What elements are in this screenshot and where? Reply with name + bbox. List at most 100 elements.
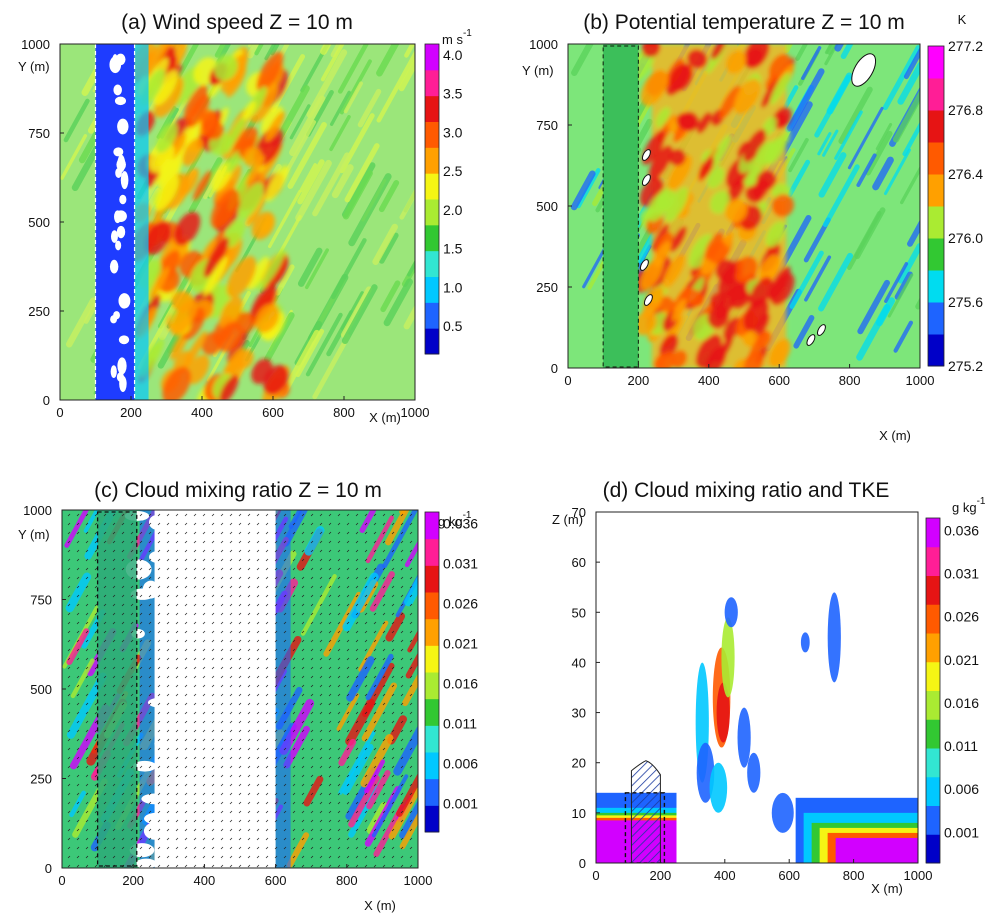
wind-vector [310, 531, 314, 535]
streak [892, 89, 920, 143]
streak [903, 46, 920, 80]
wind-vector [382, 549, 386, 553]
wind-vector [85, 666, 89, 670]
wind-vector [346, 702, 350, 706]
wind-vector [256, 594, 260, 598]
wind-vector [76, 513, 80, 517]
wind-vector [130, 558, 134, 562]
white-patch [641, 149, 651, 161]
wind-vector [283, 522, 287, 526]
wind-vector [139, 567, 143, 571]
wind-vector [364, 684, 368, 688]
wind-vector [193, 774, 197, 778]
wind-vector [283, 774, 287, 778]
wind-vector [166, 675, 170, 679]
wind-vector [85, 630, 89, 634]
wind-vector [256, 720, 260, 724]
wind-vector [121, 612, 125, 616]
wind-vector [202, 540, 206, 544]
white-patch [109, 56, 122, 74]
wind-vector [292, 792, 296, 796]
wind-vector [229, 603, 233, 607]
colorbar-swatch [425, 805, 439, 833]
wind-vector [274, 819, 278, 823]
wind-vector [391, 630, 395, 634]
wind-vector [85, 693, 89, 697]
wind-vector [121, 801, 125, 805]
wind-vector [319, 666, 323, 670]
wind-vector [382, 684, 386, 688]
wind-vector [148, 612, 152, 616]
wind-vector [229, 729, 233, 733]
wind-vector [112, 594, 116, 598]
blob [707, 241, 728, 264]
y-tick-label: 20 [572, 756, 586, 771]
wind-vector [256, 648, 260, 652]
wind-vector [373, 783, 377, 787]
streak [64, 510, 90, 548]
wind-vector [292, 567, 296, 571]
wind-vector [400, 540, 404, 544]
wind-vector [319, 513, 323, 517]
wind-vector [76, 576, 80, 580]
wind-vector [310, 639, 314, 643]
wind-vector [121, 846, 125, 850]
wind-vector [346, 603, 350, 607]
wind-vector [112, 558, 116, 562]
wind-vector [157, 531, 161, 535]
blob [217, 321, 243, 352]
wind-vector [229, 594, 233, 598]
streak [405, 652, 418, 679]
wind-vector [409, 720, 413, 724]
wind-vector [103, 747, 107, 751]
wind-vector [220, 603, 224, 607]
wind-vector [391, 864, 395, 868]
streak [587, 258, 607, 290]
colorbar-frame [925, 517, 941, 864]
streak [366, 802, 389, 835]
wind-vector [157, 576, 161, 580]
building-hatch [630, 760, 661, 863]
streak [289, 95, 326, 157]
wind-vector [247, 585, 251, 589]
clear-edge-patch [149, 551, 166, 563]
wind-vector [337, 585, 341, 589]
streak [338, 730, 376, 795]
wind-vector [274, 792, 278, 796]
wind-vector [328, 792, 332, 796]
wind-vector [166, 666, 170, 670]
blob [162, 366, 191, 400]
streak [342, 743, 374, 795]
wind-vector [274, 531, 278, 535]
blob [210, 188, 240, 229]
wind-vector [265, 693, 269, 697]
wind-vector [175, 576, 179, 580]
wind-vector [121, 702, 125, 706]
wind-vector [256, 837, 260, 841]
wind-vector [211, 756, 215, 760]
wind-vector [157, 549, 161, 553]
wind-vector [148, 810, 152, 814]
wind-vector [400, 567, 404, 571]
wind-vector [400, 639, 404, 643]
wind-vector [274, 747, 278, 751]
wind-vector [112, 765, 116, 769]
streak [399, 812, 418, 850]
wind-vector [337, 765, 341, 769]
colorbar-swatch [926, 604, 940, 634]
wind-vector [112, 549, 116, 553]
wind-vector [310, 774, 314, 778]
wind-vector [409, 738, 413, 742]
wind-vector [166, 585, 170, 589]
wind-vector [193, 585, 197, 589]
wind-vector [409, 846, 413, 850]
panel-b-strip-outline [602, 45, 640, 368]
panel-a-plot-area [60, 44, 415, 400]
wind-vector [364, 828, 368, 832]
streak [341, 284, 378, 345]
wind-vector [382, 819, 386, 823]
wind-vector [391, 756, 395, 760]
wind-vector [103, 801, 107, 805]
wind-vector [364, 855, 368, 859]
